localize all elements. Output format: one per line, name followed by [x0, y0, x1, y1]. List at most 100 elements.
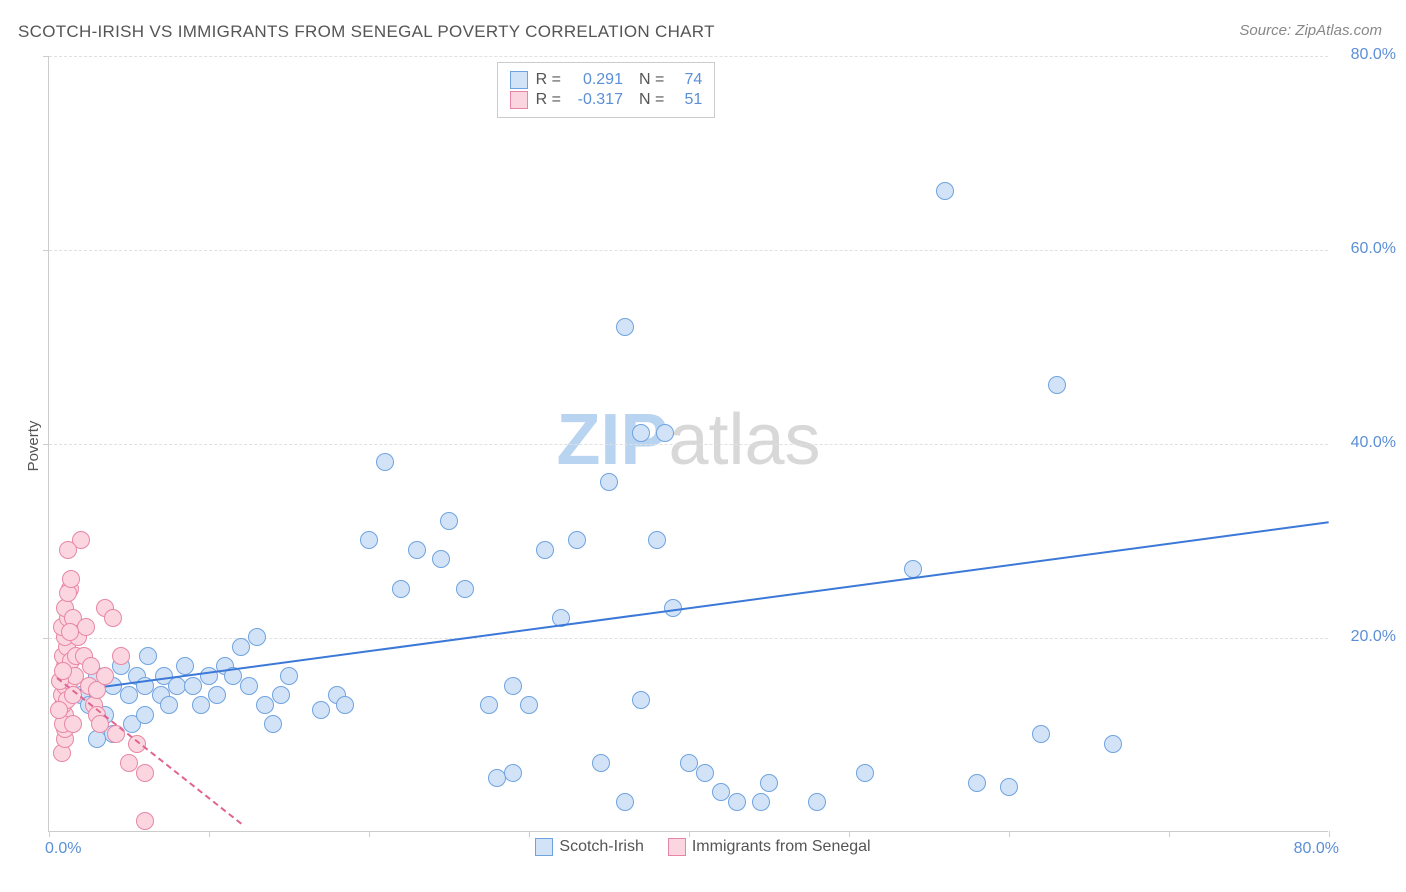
y-tick-mark [43, 638, 49, 639]
legend-label: Scotch-Irish [559, 838, 643, 856]
data-point-scotch_irish [616, 318, 634, 336]
n-label: N = [639, 71, 664, 89]
y-tick-label: 80.0% [1351, 46, 1396, 64]
data-point-scotch_irish [120, 686, 138, 704]
data-point-scotch_irish [248, 628, 266, 646]
source-prefix: Source: [1239, 22, 1295, 39]
x-tick-mark [209, 831, 210, 837]
n-value: 74 [672, 71, 702, 89]
data-point-scotch_irish [680, 754, 698, 772]
legend-swatch [535, 838, 553, 856]
data-point-immigrants_senegal [112, 647, 130, 665]
data-point-immigrants_senegal [61, 623, 79, 641]
data-point-scotch_irish [696, 764, 714, 782]
data-point-immigrants_senegal [59, 541, 77, 559]
data-point-scotch_irish [600, 473, 618, 491]
x-tick-mark [369, 831, 370, 837]
data-point-immigrants_senegal [64, 715, 82, 733]
legend-swatch [668, 838, 686, 856]
data-point-scotch_irish [856, 764, 874, 782]
y-tick-label: 20.0% [1351, 628, 1396, 646]
data-point-scotch_irish [280, 667, 298, 685]
legend-label: Immigrants from Senegal [692, 838, 871, 856]
stats-row-scotch_irish: R = 0.291 N = 74 [510, 71, 703, 89]
data-point-immigrants_senegal [50, 701, 68, 719]
y-tick-mark [43, 250, 49, 251]
data-point-scotch_irish [184, 677, 202, 695]
data-point-scotch_irish [728, 793, 746, 811]
watermark-light: atlas [668, 399, 820, 479]
gridline [49, 444, 1328, 445]
data-point-scotch_irish [192, 696, 210, 714]
data-point-scotch_irish [568, 531, 586, 549]
r-label: R = [536, 71, 561, 89]
data-point-scotch_irish [456, 580, 474, 598]
data-point-scotch_irish [760, 774, 778, 792]
source-name: ZipAtlas.com [1295, 22, 1382, 39]
data-point-scotch_irish [1000, 778, 1018, 796]
data-point-scotch_irish [504, 677, 522, 695]
data-point-scotch_irish [232, 638, 250, 656]
data-point-scotch_irish [264, 715, 282, 733]
data-point-scotch_irish [712, 783, 730, 801]
data-point-scotch_irish [536, 541, 554, 559]
r-value: 0.291 [569, 71, 623, 89]
data-point-scotch_irish [808, 793, 826, 811]
data-point-immigrants_senegal [120, 754, 138, 772]
data-point-scotch_irish [936, 182, 954, 200]
n-value: 51 [672, 91, 702, 109]
stats-row-immigrants_senegal: R = -0.317 N = 51 [510, 91, 703, 109]
data-point-scotch_irish [312, 701, 330, 719]
r-label: R = [536, 91, 561, 109]
data-point-immigrants_senegal [136, 764, 154, 782]
data-point-scotch_irish [256, 696, 274, 714]
data-point-scotch_irish [432, 550, 450, 568]
data-point-scotch_irish [376, 453, 394, 471]
data-point-scotch_irish [1032, 725, 1050, 743]
data-point-scotch_irish [336, 696, 354, 714]
series-legend: Scotch-Irish Immigrants from Senegal [0, 838, 1406, 861]
r-value: -0.317 [569, 91, 623, 109]
data-point-scotch_irish [176, 657, 194, 675]
data-point-scotch_irish [360, 531, 378, 549]
data-point-scotch_irish [752, 793, 770, 811]
gridline [49, 250, 1328, 251]
data-point-scotch_irish [272, 686, 290, 704]
x-tick-mark [1329, 831, 1330, 837]
data-point-immigrants_senegal [62, 570, 80, 588]
data-point-scotch_irish [208, 686, 226, 704]
data-point-scotch_irish [520, 696, 538, 714]
trend-line-scotch_irish [65, 522, 1329, 694]
data-point-scotch_irish [139, 647, 157, 665]
source-credit: Source: ZipAtlas.com [1239, 22, 1382, 39]
data-point-scotch_irish [240, 677, 258, 695]
data-point-immigrants_senegal [77, 618, 95, 636]
watermark: ZIPatlas [556, 398, 820, 480]
data-point-scotch_irish [632, 691, 650, 709]
data-point-immigrants_senegal [136, 812, 154, 830]
legend-item-scotch_irish: Scotch-Irish [535, 838, 643, 856]
data-point-scotch_irish [504, 764, 522, 782]
data-point-scotch_irish [968, 774, 986, 792]
y-tick-mark [43, 444, 49, 445]
data-point-scotch_irish [480, 696, 498, 714]
data-point-immigrants_senegal [104, 609, 122, 627]
data-point-scotch_irish [616, 793, 634, 811]
plot-area: ZIPatlas R =0.291N =74R =-0.317N =51 20.… [48, 56, 1328, 832]
y-tick-mark [43, 56, 49, 57]
y-axis-label: Poverty [25, 421, 42, 472]
data-point-immigrants_senegal [96, 667, 114, 685]
x-tick-mark [529, 831, 530, 837]
gridline [49, 56, 1328, 57]
y-tick-label: 40.0% [1351, 434, 1396, 452]
correlation-stats-box: R = 0.291 N = 74 R = -0.317 N = 51 [497, 62, 716, 118]
watermark-bold: ZIP [556, 399, 668, 479]
data-point-scotch_irish [592, 754, 610, 772]
data-point-scotch_irish [1048, 376, 1066, 394]
chart-title: SCOTCH-IRISH VS IMMIGRANTS FROM SENEGAL … [18, 22, 715, 42]
data-point-scotch_irish [136, 706, 154, 724]
n-label: N = [639, 91, 664, 109]
stats-swatch [510, 71, 528, 89]
data-point-scotch_irish [200, 667, 218, 685]
legend-item-immigrants_senegal: Immigrants from Senegal [668, 838, 871, 856]
